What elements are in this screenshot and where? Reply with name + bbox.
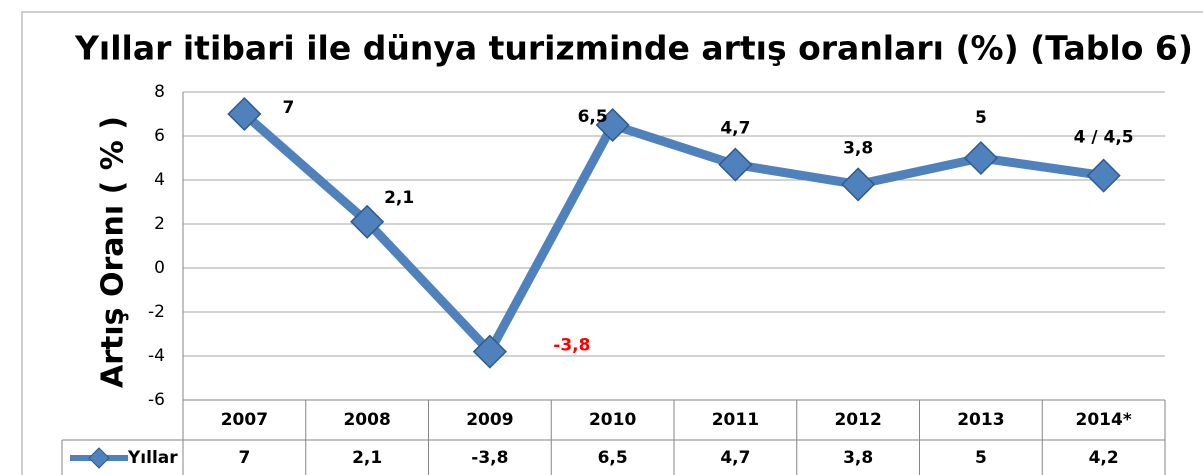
- x-tick-label: 2011: [712, 410, 759, 430]
- chart-title: Yıllar itibari ile dünya turizminde artı…: [74, 29, 1193, 68]
- marker: [718, 147, 753, 182]
- y-tick-label: 0: [154, 258, 165, 278]
- y-tick-label: 4: [154, 170, 165, 190]
- legend-marker: [88, 447, 110, 469]
- table-value: 2,1: [352, 448, 382, 468]
- data-label: 6,5: [578, 107, 608, 127]
- table-value: 3,8: [843, 448, 873, 468]
- table-value: 7: [238, 448, 250, 468]
- data-label: 7: [282, 98, 294, 118]
- x-tick-label: 2014*: [1076, 410, 1132, 430]
- marker: [841, 167, 876, 202]
- marker: [963, 140, 998, 176]
- y-axis-label: Artış Oranı ( % ): [96, 116, 131, 388]
- legend-label: Yıllar: [127, 448, 178, 468]
- x-tick-label: 2012: [834, 410, 881, 430]
- data-label: 5: [975, 108, 987, 128]
- table-value: -3,8: [471, 448, 508, 468]
- y-tick-label: -2: [148, 302, 165, 322]
- line: [241, 110, 1105, 357]
- y-tick-label: -4: [148, 346, 165, 366]
- chart-frame: [21, 11, 1203, 475]
- marker: [472, 334, 507, 369]
- data-label: 4,7: [720, 119, 750, 139]
- x-tick-label: 2007: [221, 410, 268, 430]
- marker: [350, 204, 385, 239]
- x-tick-label: 2008: [343, 410, 390, 430]
- y-tick-label: 6: [154, 126, 165, 146]
- x-tick-label: 2010: [589, 410, 636, 430]
- y-tick-label: 2: [154, 214, 165, 234]
- y-tick-label: 8: [154, 82, 165, 102]
- data-label: 4 / 4,5: [1074, 128, 1134, 148]
- table-value: 4,7: [720, 448, 750, 468]
- data-label: 3,8: [843, 138, 873, 158]
- marker: [1086, 158, 1121, 193]
- marker: [595, 107, 630, 143]
- x-tick-label: 2013: [957, 410, 1004, 430]
- table-value: 5: [975, 448, 987, 468]
- x-tick-label: 2009: [466, 410, 513, 430]
- y-tick-label: -6: [148, 390, 165, 410]
- table-value: 4,2: [1089, 448, 1119, 468]
- data-label: 2,1: [384, 188, 414, 208]
- marker: [227, 96, 262, 132]
- table-value: 6,5: [598, 448, 628, 468]
- data-label: -3,8: [553, 336, 590, 356]
